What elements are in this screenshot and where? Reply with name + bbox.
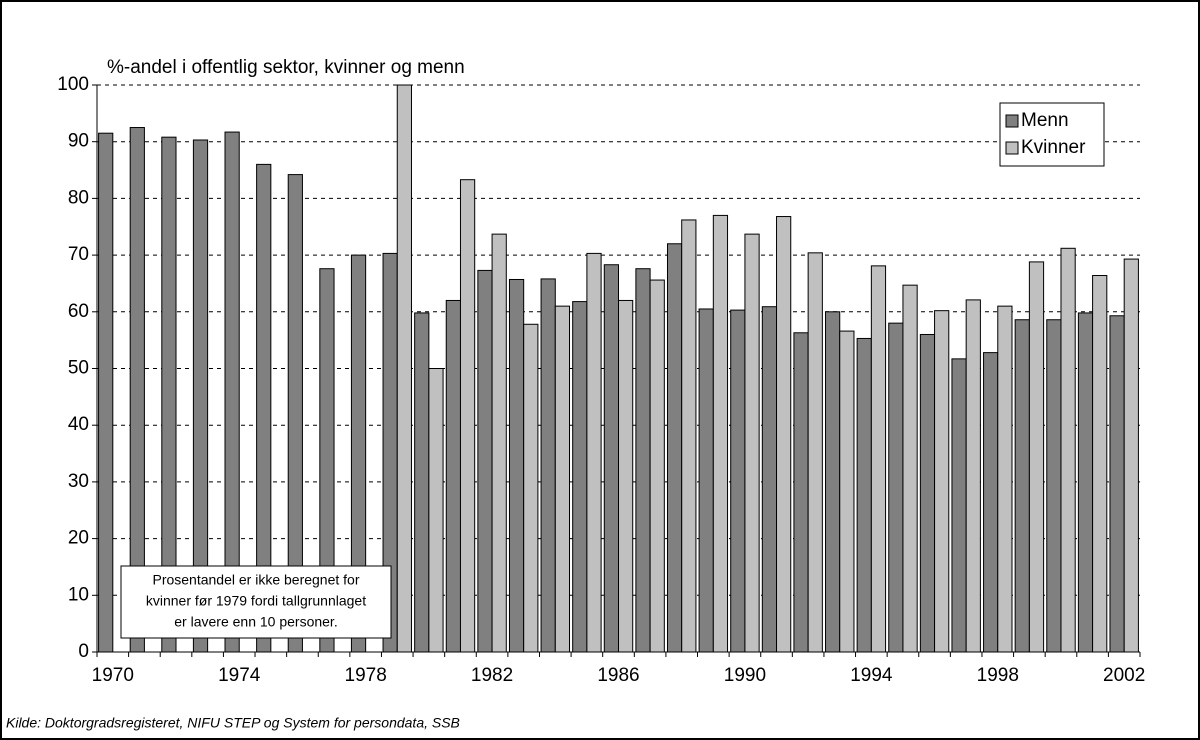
bar <box>856 337 872 653</box>
y-tick-label: 60 <box>68 301 89 322</box>
y-tick-label: 20 <box>68 528 89 549</box>
x-tick-label: 1974 <box>218 665 261 686</box>
bar <box>870 265 887 653</box>
bar <box>459 179 476 653</box>
bar <box>888 322 904 653</box>
bar <box>554 305 571 653</box>
bar <box>761 306 778 653</box>
bar <box>902 284 918 653</box>
bar <box>586 252 602 653</box>
legend-swatch <box>1005 141 1019 155</box>
y-tick-label: 80 <box>68 187 89 208</box>
bar <box>491 233 507 653</box>
legend-label: Menn <box>1021 110 1069 131</box>
bar <box>839 330 855 653</box>
bar <box>1060 247 1076 653</box>
bar <box>983 352 999 653</box>
bar <box>698 308 714 653</box>
bar <box>98 132 114 653</box>
x-tick-label: 1978 <box>345 665 387 686</box>
x-tick-label: 1982 <box>471 665 513 686</box>
bar <box>807 252 823 653</box>
annotation-box <box>120 565 392 639</box>
bar <box>997 305 1013 653</box>
x-tick-label: 1970 <box>92 665 134 686</box>
bar <box>666 243 683 653</box>
y-tick-label: 50 <box>68 358 89 379</box>
legend-box <box>999 102 1105 167</box>
bar <box>919 333 936 653</box>
bar <box>649 279 665 653</box>
x-tick-label: 1990 <box>724 665 766 686</box>
legend-swatch <box>1005 114 1019 128</box>
bar <box>1046 319 1062 653</box>
bar <box>744 233 760 653</box>
y-tick-label: 40 <box>68 414 89 435</box>
x-tick-label: 1986 <box>597 665 639 686</box>
bar <box>681 219 697 653</box>
y-tick-label: 70 <box>68 244 89 265</box>
bar <box>965 299 981 653</box>
y-tick-label: 0 <box>78 641 89 662</box>
bar <box>477 269 493 653</box>
bar <box>414 312 430 653</box>
bar <box>618 299 634 653</box>
bar <box>776 216 792 653</box>
bar <box>1014 319 1030 653</box>
x-tick-label: 1998 <box>977 665 1019 686</box>
bar <box>1109 315 1125 653</box>
annotation: er lavere enn 10 personer. <box>174 614 337 630</box>
bar <box>825 311 841 653</box>
bar <box>445 299 461 653</box>
bar <box>793 332 809 653</box>
bar <box>572 301 588 653</box>
y-tick-label: 100 <box>57 74 89 95</box>
bar <box>540 278 556 653</box>
bar <box>603 264 620 653</box>
bar <box>951 358 967 653</box>
bar <box>712 214 729 653</box>
source: Kilde: Doktorgradsregisteret, NIFU STEP … <box>6 715 460 731</box>
axis-title: %-andel i offentlig sektor, kvinner og m… <box>107 57 465 78</box>
x-tick-label: 1994 <box>850 665 893 686</box>
y-tick-label: 30 <box>68 471 89 492</box>
bar <box>396 84 412 653</box>
y-tick-label: 10 <box>68 584 89 605</box>
bar <box>1092 275 1108 653</box>
bar <box>428 368 444 653</box>
bar <box>1123 258 1139 653</box>
bar <box>523 323 539 653</box>
bar <box>508 278 525 653</box>
annotation: Prosentandel er ikke beregnet for <box>152 572 359 588</box>
bar <box>934 310 950 653</box>
x-tick-label: 2002 <box>1103 665 1145 686</box>
bar <box>1077 312 1094 653</box>
bar <box>1028 261 1045 653</box>
annotation: kvinner før 1979 fordi tallgrunnlaget <box>146 593 366 609</box>
bar <box>635 268 651 653</box>
y-tick-label: 90 <box>68 131 89 152</box>
bar <box>730 309 746 653</box>
legend-label: Kvinner <box>1021 137 1086 158</box>
